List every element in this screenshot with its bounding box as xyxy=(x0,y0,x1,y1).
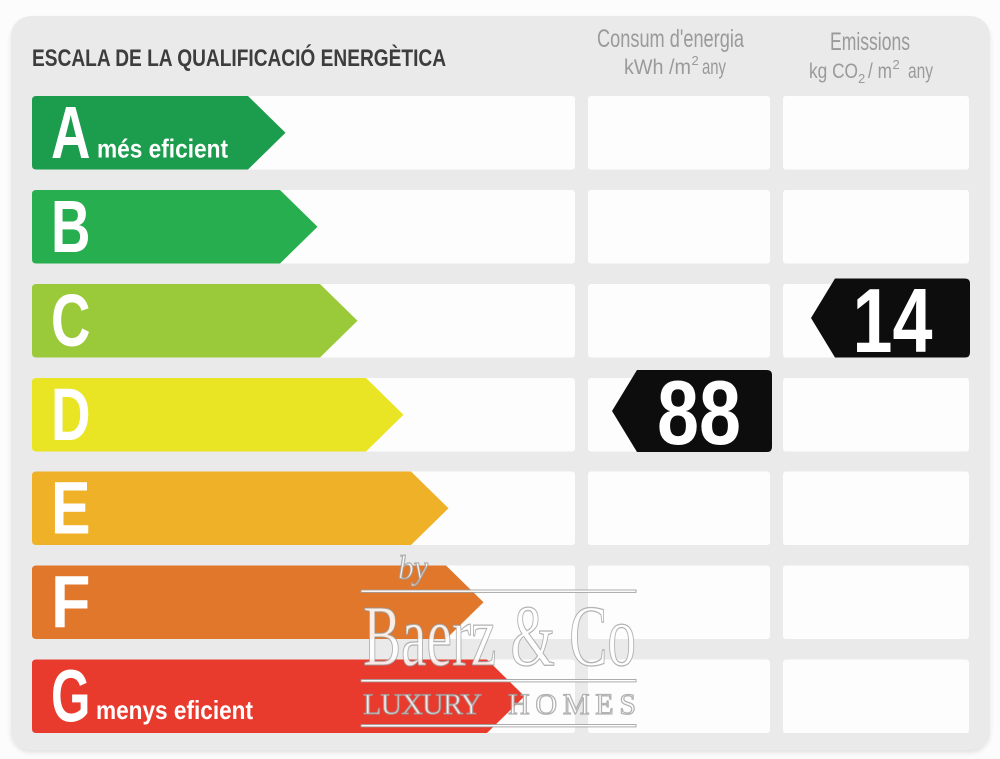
svg-text:Baerz & Co: Baerz & Co xyxy=(363,587,636,684)
svg-text:B: B xyxy=(51,185,91,268)
svg-text:A: A xyxy=(51,91,91,174)
svg-text:Consum d'energia: Consum d'energia xyxy=(597,25,744,53)
svg-text:G: G xyxy=(51,654,91,737)
svg-text:F: F xyxy=(51,560,91,643)
svg-text:LUXURY: LUXURY xyxy=(363,688,482,721)
svg-text:ESCALA DE LA QUALIFICACIÓ ENER: ESCALA DE LA QUALIFICACIÓ ENERGÈTICA xyxy=(32,44,446,72)
svg-text:Emissions: Emissions xyxy=(830,28,910,56)
svg-text:2: 2 xyxy=(692,53,699,68)
svg-text:14: 14 xyxy=(853,271,933,372)
svg-text:2: 2 xyxy=(858,71,865,86)
svg-text:E: E xyxy=(51,466,91,549)
svg-text:kWh /m: kWh /m xyxy=(624,56,691,79)
svg-text:any: any xyxy=(908,60,933,83)
svg-text:by: by xyxy=(398,550,429,587)
svg-text:kg CO: kg CO xyxy=(809,60,858,83)
svg-text:més eficient: més eficient xyxy=(97,134,228,164)
svg-text:menys eficient: menys eficient xyxy=(96,695,253,725)
svg-text:D: D xyxy=(51,373,91,456)
svg-text:2: 2 xyxy=(893,57,900,72)
svg-text:/ m: / m xyxy=(868,60,892,83)
svg-text:88: 88 xyxy=(657,363,741,464)
svg-text:any: any xyxy=(702,56,726,79)
svg-text:C: C xyxy=(51,279,91,362)
